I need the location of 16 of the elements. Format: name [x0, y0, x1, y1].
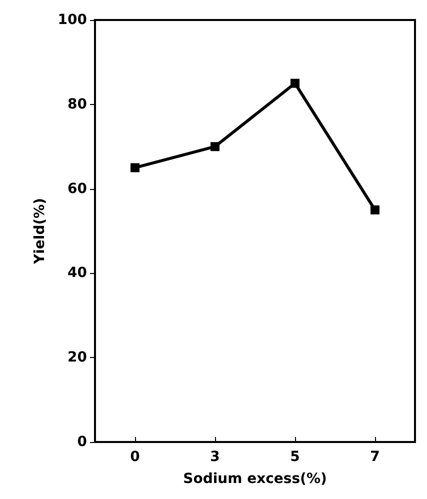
y-tick-label: 100: [58, 12, 88, 28]
y-tick-label: 80: [68, 96, 88, 112]
y-tick-label: 60: [68, 180, 88, 197]
point: [210, 142, 220, 152]
x-axis-title: Sodium excess(%): [183, 471, 327, 487]
x-tick-label: 0: [130, 449, 140, 465]
y-tick-label: 40: [68, 265, 88, 282]
point: [370, 205, 380, 214]
y-tick-label: 20: [68, 350, 88, 366]
y-axis-title: Yield(%): [32, 198, 48, 266]
point: [130, 163, 140, 172]
point: [290, 78, 300, 88]
y-tick-label: 0: [77, 434, 88, 450]
x-tick-label: 3: [210, 449, 220, 465]
x-tick-label: 7: [370, 449, 380, 465]
x-tick-label: 5: [290, 449, 300, 465]
